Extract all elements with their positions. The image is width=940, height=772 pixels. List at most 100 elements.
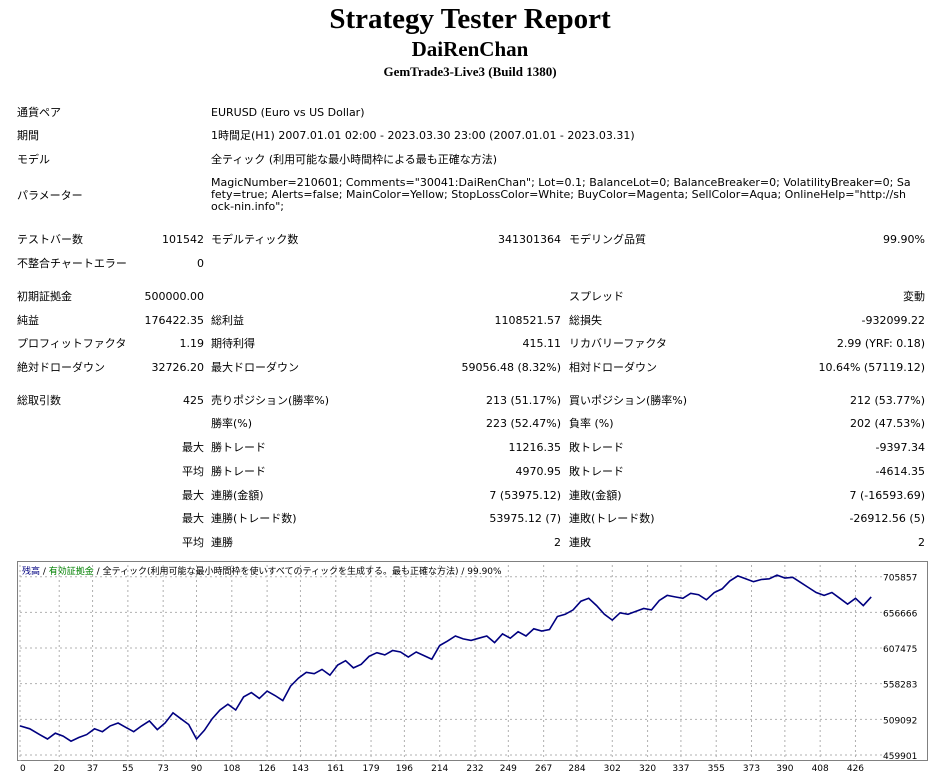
avg-loss-value: -4614.35 — [875, 465, 925, 478]
y-tick-label: 607475 — [883, 645, 917, 655]
x-tick-label: 73 — [157, 764, 168, 772]
gross-profit-label: 総利益 — [211, 314, 244, 327]
cons-loss-money-label: 連敗(金額) — [569, 489, 622, 502]
params-value: MagicNumber=210601; Comments="30041:DaiR… — [211, 176, 911, 213]
deposit-value: 500000.00 — [144, 290, 205, 303]
cons-win-money-label: 連勝(金額) — [211, 489, 264, 502]
x-tick-label: 232 — [466, 764, 483, 772]
y-tick-label: 656666 — [883, 609, 918, 619]
x-tick-label: 267 — [535, 764, 552, 772]
y-tick-label: 705857 — [883, 574, 917, 584]
model-label: モデル — [17, 153, 50, 166]
trades-label: 総取引数 — [17, 394, 61, 407]
y-tick-label: 459901 — [883, 752, 917, 762]
avg-cons-win-value: 2 — [554, 536, 561, 549]
pf-value: 1.19 — [179, 337, 205, 350]
x-tick-label: 0 — [20, 764, 26, 772]
x-tick-label: 408 — [812, 764, 829, 772]
symbol-label: 通貨ペア — [17, 106, 61, 119]
cons-count-word: 最大 — [182, 512, 204, 525]
balance-chart: 残高 / 有効証拠金 / 全ティック(利用可能な最小時間枠を使いすべてのティック… — [17, 561, 928, 772]
x-tick-label: 126 — [259, 764, 276, 772]
y-tick-label: 558283 — [883, 681, 917, 691]
mismatch-label: 不整合チャートエラー — [17, 257, 127, 270]
largest-win-value: 11216.35 — [508, 441, 562, 454]
avg-cons-loss-value: 2 — [918, 536, 925, 549]
expert-name: DaiRenChan — [411, 37, 529, 61]
trades-value: 425 — [183, 394, 204, 407]
gross-loss-label: 総損失 — [569, 314, 602, 327]
avg-win-label: 勝トレード — [211, 465, 266, 478]
params-label: パラメーター — [17, 189, 83, 202]
x-tick-label: 196 — [396, 764, 413, 772]
abs-dd-value: 32726.20 — [151, 361, 205, 374]
x-axis-ticks: 0 20 37 55 73 90 108 126 143 161 179 196 214 232 249 26… — [20, 764, 864, 772]
x-tick-label: 20 — [53, 764, 65, 772]
avg-cons-word: 平均 — [182, 536, 204, 549]
x-tick-label: 37 — [87, 764, 98, 772]
balance-line — [19, 574, 872, 743]
mismatch-value: 0 — [197, 257, 204, 270]
bars-value: 101542 — [162, 233, 204, 246]
max-dd-label: 最大ドローダウン — [211, 361, 299, 374]
largest-loss-value: -9397.34 — [875, 441, 925, 454]
legend-separator-1: / — [40, 567, 49, 577]
x-tick-label: 249 — [500, 764, 517, 772]
rel-dd-label: 相対ドローダウン — [569, 361, 657, 374]
abs-dd-label: 絶対ドローダウン — [17, 361, 105, 374]
x-tick-label: 108 — [223, 764, 240, 772]
x-tick-label: 355 — [708, 764, 725, 772]
x-tick-label: 284 — [568, 764, 585, 772]
ticks-value: 341301364 — [498, 233, 561, 246]
x-tick-label: 161 — [327, 764, 344, 772]
avg-cons-win-label: 連勝 — [211, 536, 233, 549]
short-label: 売りポジション(勝率%) — [211, 394, 330, 407]
chart-legend: 残高 / 有効証拠金 / 全ティック(利用可能な最小時間枠を使いすべてのティック… — [22, 565, 502, 577]
x-tick-label: 337 — [672, 764, 689, 772]
x-tick-label: 143 — [292, 764, 309, 772]
chart-frame — [17, 561, 928, 761]
spread-value: 変動 — [903, 290, 925, 303]
legend-model-quality: 全ティック(利用可能な最小時間枠を使いすべてのティックを生成する。最も正確な方法… — [103, 565, 502, 577]
legend-margin: 有効証拠金 — [49, 565, 94, 577]
report-title: Strategy Tester Report — [329, 3, 611, 35]
cons-win-money-value: 7 (53975.12) — [489, 489, 561, 502]
largest-word: 最大 — [182, 441, 204, 454]
x-tick-label: 214 — [431, 764, 448, 772]
x-tick-label: 320 — [639, 764, 656, 772]
ticks-label: モデルティック数 — [211, 233, 299, 246]
rel-dd-value: 10.64% (57119.12) — [818, 361, 925, 374]
loss-pct-label: 負率 (%) — [569, 417, 614, 430]
loss-pct-value: 202 (47.53%) — [849, 417, 925, 430]
long-value: 212 (53.77%) — [849, 394, 925, 407]
cons-loss-count-value: -26912.56 (5) — [849, 512, 925, 525]
max-dd-value: 59056.48 (8.32%) — [461, 361, 561, 374]
bars-label: テストバー数 — [17, 233, 83, 246]
avg-win-value: 4970.95 — [515, 465, 562, 478]
quality-value: 99.90% — [883, 233, 925, 246]
period-value: 1時間足(H1) 2007.01.01 02:00 - 2023.03.30 2… — [211, 129, 635, 142]
avg-cons-loss-label: 連敗 — [569, 536, 591, 549]
period-label: 期間 — [17, 129, 39, 142]
spread-label: スプレッド — [569, 290, 624, 303]
cons-loss-count-label: 連敗(トレード数) — [569, 512, 655, 525]
net-value: 176422.35 — [144, 314, 205, 327]
cons-win-count-label: 連勝(トレード数) — [211, 512, 297, 525]
x-tick-label: 90 — [191, 764, 203, 772]
largest-win-label: 勝トレード — [211, 441, 266, 454]
x-tick-label: 390 — [776, 764, 793, 772]
recovery-label: リカバリーファクタ — [569, 337, 667, 350]
win-pct-label: 勝率(%) — [211, 417, 253, 430]
legend-separator-2: / — [94, 567, 103, 577]
expected-label: 期待利得 — [211, 337, 255, 350]
quality-label: モデリング品質 — [569, 233, 646, 246]
x-tick-label: 55 — [122, 764, 133, 772]
gross-loss-value: -932099.22 — [861, 314, 925, 327]
recovery-value: 2.99 (YRF: 0.18) — [836, 337, 925, 350]
gross-profit-value: 1108521.57 — [494, 314, 561, 327]
pf-label: プロフィットファクタ — [17, 337, 127, 350]
chart-grid — [19, 565, 883, 761]
cons-money-word: 最大 — [182, 489, 204, 502]
server-name: GemTrade3-Live3 (Build 1380) — [383, 64, 557, 79]
average-word: 平均 — [182, 465, 204, 478]
